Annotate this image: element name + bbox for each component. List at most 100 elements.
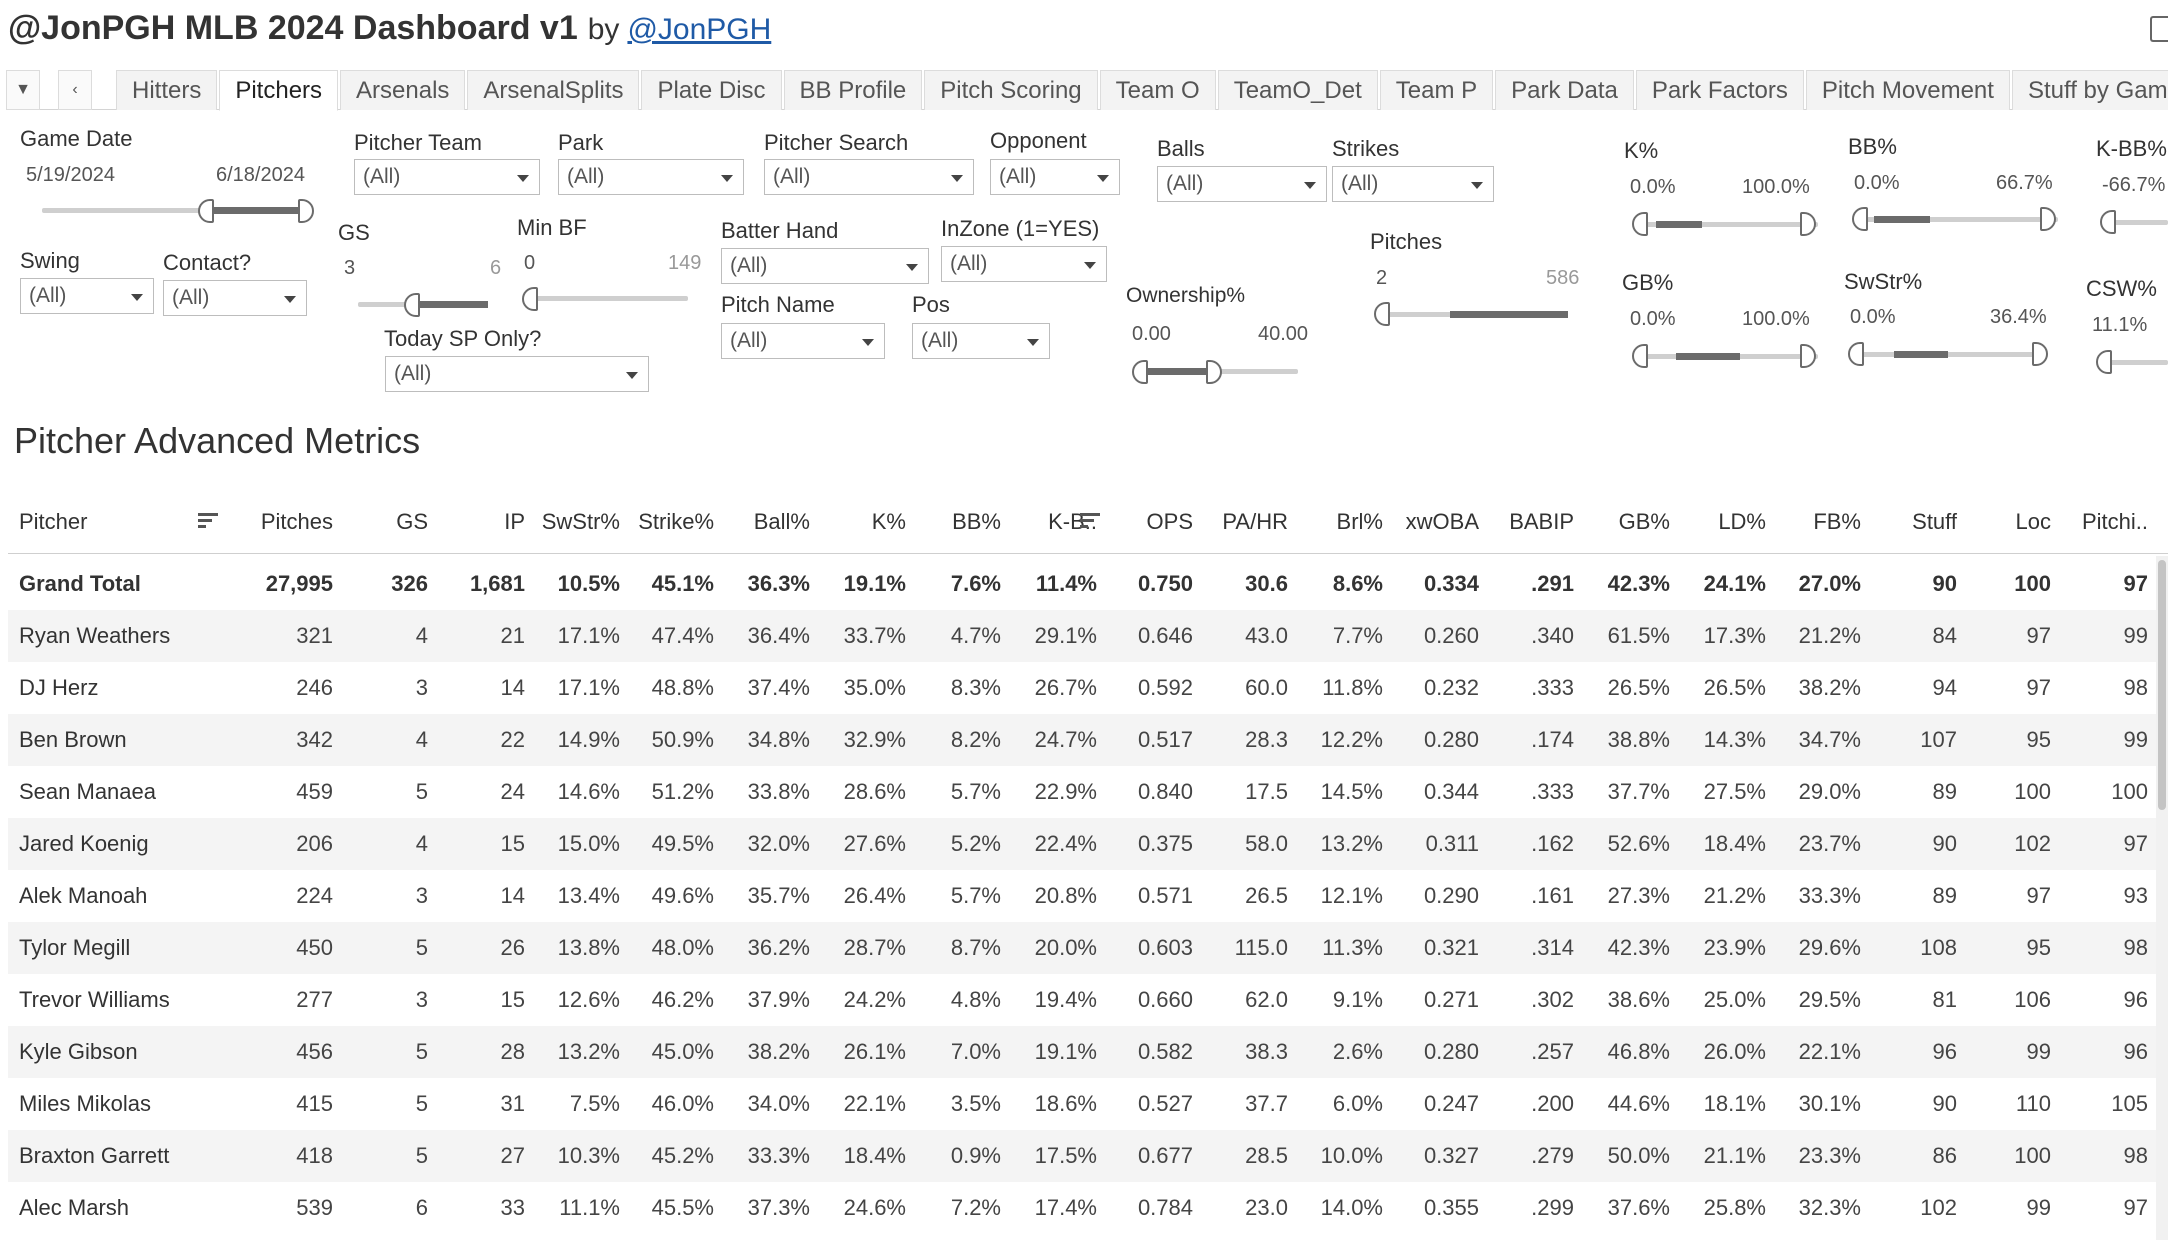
range-track[interactable] [1640,222,1818,227]
column-header[interactable]: OPS [1146,509,1193,534]
range-handle-min[interactable] [522,287,538,311]
tab-stuff-by-gam[interactable]: Stuff by Gam [2011,70,2168,110]
range-track[interactable] [2110,220,2168,225]
metric-cell: 46.2% [651,987,714,1012]
column-header[interactable]: Pitcher [19,509,88,534]
column-header[interactable]: GB% [1618,509,1670,534]
batter-hand-dropdown[interactable]: (All) [721,248,929,284]
column-header[interactable]: Loc [2015,509,2051,534]
range-handle-min[interactable] [1374,302,1390,326]
table-row[interactable]: Sean Manaea 459 5 24 14.6% 51.2% 33.8% 28.6% 5.7… [8,766,2168,818]
range-handle-min[interactable] [198,199,214,223]
range-handle-min[interactable] [1852,207,1868,231]
column-header[interactable]: Pitches [260,509,333,534]
range-handle-min[interactable] [2096,350,2112,374]
sort-icon[interactable] [1080,513,1100,531]
range-handle-max[interactable] [1800,212,1816,236]
table-row[interactable]: Alec Marsh 539 6 33 11.1% 45.5% 37.3% 24.6% 7.2%… [8,1182,2168,1234]
range-handle-max[interactable] [1800,344,1816,368]
table-row[interactable]: Tylor Megill 450 5 26 13.8% 48.0% 36.2% 28.7% 8.… [8,922,2168,974]
strikes-dropdown[interactable]: (All) [1332,166,1494,202]
metric-cell: 26.4% [843,883,906,908]
table-row[interactable]: Ben Brown 342 4 22 14.9% 50.9% 34.8% 32.9% 8.2% 2… [8,714,2168,766]
column-header[interactable]: PA/HR [1222,509,1288,534]
pitch-name-dropdown[interactable]: (All) [721,323,885,359]
range-handle-max[interactable] [2032,342,2048,366]
column-header[interactable]: BB% [952,509,1001,534]
range-handle-max[interactable] [1206,360,1222,384]
table-row[interactable]: Alek Manoah 224 3 14 13.4% 49.6% 35.7% 26.4% 5.7… [8,870,2168,922]
column-header[interactable]: Pitchi.. [2081,509,2148,534]
inzone-dropdown[interactable]: (All) [941,246,1107,282]
metric-cell: .314 [1531,935,1574,960]
column-header[interactable]: SwStr% [541,509,620,534]
table-row[interactable]: DJ Herz 246 3 14 17.1% 48.8% 37.4% 35.0% 8.3% 26.… [8,662,2168,714]
opponent-dropdown[interactable]: (All) [990,159,1120,195]
table-row[interactable]: Jared Koenig 206 4 15 15.0% 49.5% 32.0% 27.6% 5.… [8,818,2168,870]
range-track[interactable] [2106,360,2168,365]
tab-menu-button[interactable]: ▼ [6,70,40,110]
range-track[interactable] [1862,217,2058,222]
range-track[interactable] [1858,352,2048,357]
tab-prev-button[interactable]: ‹ [58,70,92,110]
tab-team-p[interactable]: Team P [1379,70,1494,110]
pitcher-team-dropdown[interactable]: (All) [354,159,540,195]
tab-plate-disc[interactable]: Plate Disc [641,70,782,110]
metric-cell: 0.840 [1137,779,1193,804]
column-header[interactable]: xwOBA [1405,509,1479,534]
column-header[interactable]: IP [504,509,525,534]
column-header[interactable]: Ball% [753,509,810,534]
swing-dropdown[interactable]: (All) [20,278,154,314]
tab-hitters[interactable]: Hitters [116,70,218,110]
tab-arsenalsplits[interactable]: ArsenalSplits [467,70,640,110]
tab-arsenals[interactable]: Arsenals [340,70,466,110]
tab-bb-profile[interactable]: BB Profile [783,70,923,110]
scrollbar-thumb[interactable] [2158,560,2166,810]
table-row[interactable]: Kyle Gibson 456 5 28 13.2% 45.0% 38.2% 26.1% 7.0… [8,1026,2168,1078]
range-handle-max[interactable] [2040,207,2056,231]
author-link[interactable]: @JonPGH [627,13,772,46]
tab-pitch-movement[interactable]: Pitch Movement [1805,70,2010,110]
column-header[interactable]: LD% [1718,509,1766,534]
tab-pitchers[interactable]: Pitchers [219,70,339,111]
range-min: 0.0% [1630,308,1676,330]
metric-cell: 93 [2123,883,2148,908]
range-handle-min[interactable] [1848,342,1864,366]
download-icon[interactable] [2150,16,2168,42]
table-row[interactable]: Braxton Garrett 418 5 27 10.3% 45.2% 33.3% 18.4… [8,1130,2168,1182]
column-header[interactable]: BABIP [1509,509,1574,534]
table-row[interactable]: Miles Mikolas 415 5 31 7.5% 46.0% 34.0% 22.1% 3.… [8,1078,2168,1130]
range-handle-min[interactable] [1632,344,1648,368]
tab-teamo-det[interactable]: TeamO_Det [1217,70,1378,110]
table-row[interactable]: Ryan Weathers 321 4 21 17.1% 47.4% 36.4% 33.7% 4… [8,610,2168,662]
column-header[interactable]: FB% [1813,509,1861,534]
column-header[interactable]: GS [396,509,428,534]
sort-icon[interactable] [198,513,218,531]
range-track[interactable] [42,208,306,213]
contact-dropdown[interactable]: (All) [163,280,307,316]
vertical-scrollbar[interactable] [2156,556,2168,1240]
pos-dropdown[interactable]: (All) [912,323,1050,359]
pitcher-search-dropdown[interactable]: (All) [764,159,974,195]
column-header[interactable]: Stuff [1912,509,1957,534]
range-handle-max[interactable] [298,199,314,223]
column-header[interactable]: Strike% [638,509,714,534]
table-row[interactable]: Trevor Williams 277 3 15 12.6% 46.2% 37.9% 24.2… [8,974,2168,1026]
range-min: 0.0% [1854,172,1900,194]
tab-team-o[interactable]: Team O [1099,70,1216,110]
today-sp-dropdown[interactable]: (All) [385,356,649,392]
range-track[interactable] [526,296,688,301]
park-dropdown[interactable]: (All) [558,159,744,195]
range-handle-min[interactable] [404,293,420,317]
column-header[interactable]: Brl% [1336,509,1383,534]
tab-park-factors[interactable]: Park Factors [1635,70,1804,110]
range-handle-min[interactable] [1132,360,1148,384]
tab-park-data[interactable]: Park Data [1495,70,1634,110]
range-handle-min[interactable] [1632,212,1648,236]
tab-pitch-scoring[interactable]: Pitch Scoring [924,70,1098,110]
grand-total-row[interactable]: Grand Total 27,995 326 1,681 10.5% 45.1% 36.3%… [8,558,2168,610]
metric-cell: 29.0% [1798,779,1861,804]
range-handle-min[interactable] [2100,210,2116,234]
balls-dropdown[interactable]: (All) [1157,166,1327,202]
column-header[interactable]: K% [871,509,906,534]
